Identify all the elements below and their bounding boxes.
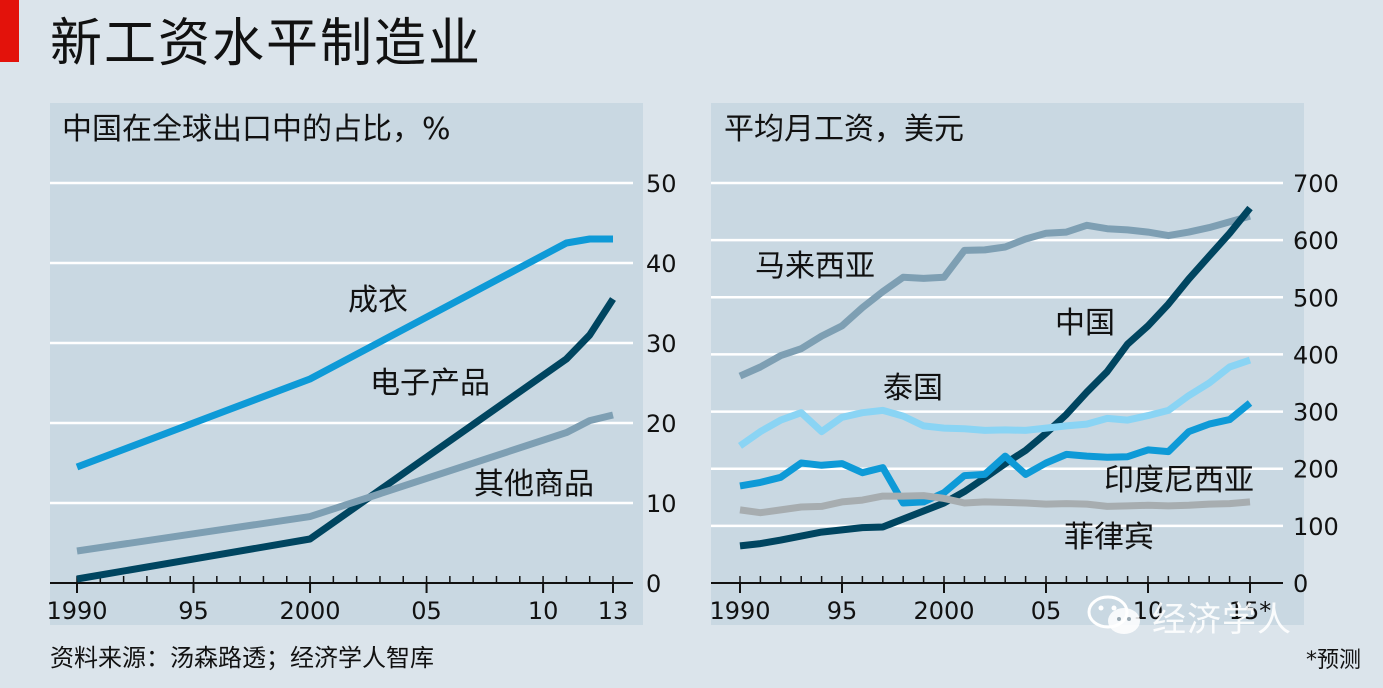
y-tick-label: 50 xyxy=(646,170,677,198)
y-tick-label: 600 xyxy=(1293,227,1339,255)
y-tick-label: 300 xyxy=(1293,399,1339,427)
y-tick-label: 400 xyxy=(1293,341,1339,369)
y-tick-label: 0 xyxy=(646,570,661,598)
x-tick-label: 15* xyxy=(1229,597,1272,625)
series-label: 泰国 xyxy=(883,371,943,406)
series-line-wage-3 xyxy=(739,400,1253,507)
y-tick-label: 700 xyxy=(1293,170,1339,198)
y-tick-label: 20 xyxy=(646,410,677,438)
y-tick-label: 200 xyxy=(1293,456,1339,484)
series-line-share-0 xyxy=(75,235,613,471)
wechat-icon xyxy=(1087,595,1140,634)
left-chart-title: 中国在全球出口中的占比，% xyxy=(62,112,451,147)
y-tick-label: 40 xyxy=(646,250,677,278)
series-line-wage-2 xyxy=(737,356,1252,449)
right-chart-title: 平均月工资，美元 xyxy=(724,112,964,147)
series-label: 电子产品 xyxy=(370,366,490,401)
series-label: 中国 xyxy=(1055,306,1115,341)
series-label: 其他商品 xyxy=(474,467,594,502)
series-label: 菲律宾 xyxy=(1064,520,1154,555)
right-chart-panel xyxy=(711,103,1304,625)
watermark-text: 经济学人 xyxy=(1152,599,1292,640)
series-label: 印度尼西亚 xyxy=(1104,463,1254,498)
y-tick-label: 30 xyxy=(646,330,677,358)
series-line-wage-4 xyxy=(739,492,1251,517)
x-tick-label: 2000 xyxy=(280,597,341,625)
x-tick-label: 05 xyxy=(1031,597,1062,625)
forecast-footnote: *预测 xyxy=(1305,648,1361,673)
chart-title: 新工资水平制造业 xyxy=(50,14,483,74)
y-tick-label: 0 xyxy=(1293,570,1308,598)
x-tick-label: 95 xyxy=(827,597,858,625)
y-tick-label: 100 xyxy=(1293,513,1339,541)
accent-bar xyxy=(0,0,19,62)
watermark: 经济学人 xyxy=(1086,588,1356,644)
series-line-wage-1 xyxy=(739,205,1253,550)
x-tick-label: 1990 xyxy=(46,597,107,625)
series-line-share-2 xyxy=(76,411,614,555)
y-tick-label: 10 xyxy=(646,490,677,518)
x-tick-label: 2000 xyxy=(913,597,974,625)
x-tick-label: 1990 xyxy=(709,597,770,625)
y-tick-label: 500 xyxy=(1293,284,1339,312)
x-tick-label: 05 xyxy=(411,597,442,625)
source-note: 资料来源：汤森路透；经济学人智库 xyxy=(50,644,434,672)
x-tick-label: 95 xyxy=(178,597,209,625)
series-line-wage-0 xyxy=(738,212,1251,380)
x-tick-label: 10 xyxy=(528,597,559,625)
series-label: 马来西亚 xyxy=(755,249,875,284)
series-line-share-1 xyxy=(76,297,616,583)
series-label: 成衣 xyxy=(348,283,408,318)
x-tick-label: 13 xyxy=(598,597,629,625)
